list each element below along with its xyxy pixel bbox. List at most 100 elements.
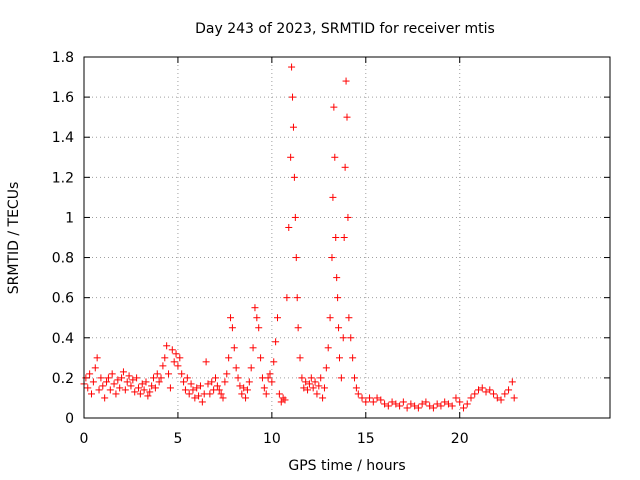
data-point <box>180 378 188 386</box>
data-point <box>358 394 366 402</box>
data-point <box>178 370 186 378</box>
x-axis-label: GPS time / hours <box>288 458 405 474</box>
data-point <box>95 386 103 394</box>
data-point <box>422 398 430 406</box>
data-point <box>459 404 467 412</box>
data-point <box>291 213 299 221</box>
data-point <box>362 398 370 406</box>
data-point <box>307 374 315 382</box>
data-point <box>159 362 167 370</box>
data-point <box>426 402 434 410</box>
data-point <box>351 374 359 382</box>
data-point <box>82 374 90 382</box>
data-point <box>262 390 270 398</box>
data-point <box>110 380 118 388</box>
data-point <box>486 386 494 394</box>
data-point <box>319 394 327 402</box>
data-point <box>208 378 216 386</box>
data-point <box>138 380 146 388</box>
data-point <box>106 386 114 394</box>
data-point <box>151 384 159 392</box>
data-point <box>369 398 377 406</box>
data-point <box>333 274 341 282</box>
data-point <box>335 324 343 332</box>
y-tick-label: 0.4 <box>52 331 74 347</box>
data-point <box>384 402 392 410</box>
data-point <box>331 153 339 161</box>
data-point <box>86 370 94 378</box>
data-point <box>174 362 182 370</box>
data-point <box>134 384 142 392</box>
y-tick-label: 0 <box>65 411 74 427</box>
data-point <box>388 398 396 406</box>
data-point <box>290 173 298 181</box>
data-point <box>140 386 148 394</box>
data-point <box>508 378 516 386</box>
data-point <box>493 394 501 402</box>
data-point <box>292 254 300 262</box>
data-point <box>298 374 306 382</box>
x-tick-label: 10 <box>263 431 281 447</box>
data-point <box>441 398 449 406</box>
data-point <box>146 388 154 396</box>
data-point <box>93 354 101 362</box>
data-point <box>91 364 99 372</box>
data-point <box>142 378 150 386</box>
data-point <box>221 378 229 386</box>
y-tick-label: 1.2 <box>52 170 74 186</box>
data-point <box>337 374 345 382</box>
data-point <box>475 386 482 394</box>
data-point <box>411 402 419 410</box>
data-point <box>168 346 176 354</box>
data-point <box>257 354 265 362</box>
data-point <box>270 358 278 366</box>
y-tick-label: 0.6 <box>52 291 74 307</box>
data-point <box>195 392 203 400</box>
data-point <box>212 374 219 382</box>
data-point <box>448 402 456 410</box>
data-point <box>225 354 233 362</box>
data-point <box>342 77 350 85</box>
data-point <box>478 384 486 392</box>
data-point <box>131 388 139 396</box>
data-point <box>320 384 328 392</box>
data-point <box>328 254 336 262</box>
data-point <box>330 103 338 111</box>
data-point <box>418 400 426 408</box>
data-point <box>463 400 471 408</box>
data-point <box>471 390 479 398</box>
data-point <box>249 344 257 352</box>
data-point <box>345 314 353 322</box>
data-point <box>285 223 293 231</box>
data-point <box>313 390 321 398</box>
data-point <box>163 342 171 350</box>
data-point <box>88 390 96 398</box>
data-point <box>243 386 251 394</box>
data-point <box>99 382 107 390</box>
data-point <box>260 384 268 392</box>
data-point <box>217 390 225 398</box>
data-point <box>247 364 255 372</box>
data-point <box>144 392 152 400</box>
data-point <box>84 384 92 392</box>
data-point <box>89 378 97 386</box>
data-point <box>136 390 144 398</box>
data-point <box>366 394 374 402</box>
data-point <box>349 354 357 362</box>
data-point <box>324 344 332 352</box>
data-point <box>193 384 201 392</box>
y-tick-label: 1.8 <box>52 50 74 66</box>
data-point <box>181 386 189 394</box>
data-point <box>287 153 295 161</box>
data-points <box>80 63 518 412</box>
data-point <box>108 370 116 378</box>
data-point <box>206 390 214 398</box>
data-point <box>334 294 342 302</box>
data-point <box>275 390 283 398</box>
data-point <box>343 113 351 121</box>
data-point <box>228 324 236 332</box>
data-point <box>266 370 274 378</box>
data-point <box>103 378 111 386</box>
data-point <box>289 123 297 131</box>
